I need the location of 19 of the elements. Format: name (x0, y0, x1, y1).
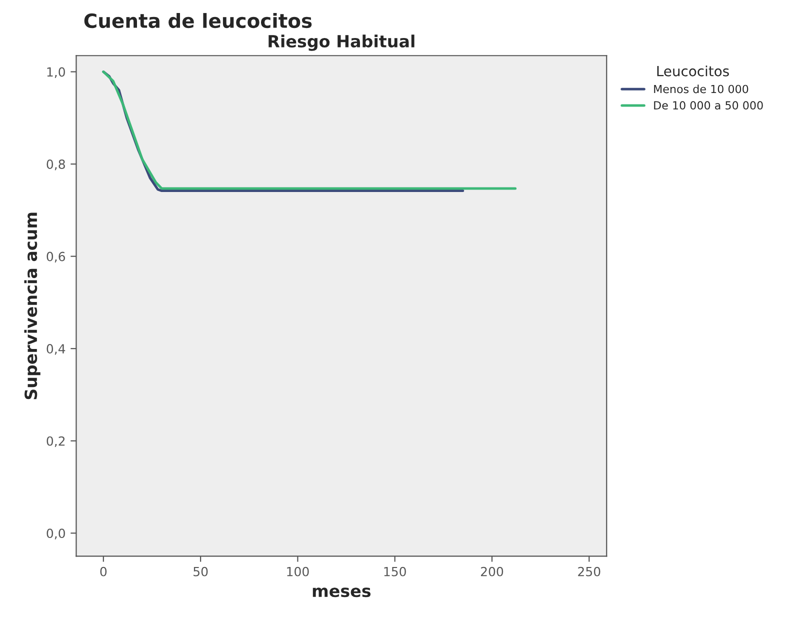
x-axis-title: meses (312, 588, 371, 598)
y-axis-title: Supervivencia acum (24, 212, 40, 400)
legend-title: Leucocitos (657, 66, 729, 76)
y-tick-label: 0,8 (46, 160, 65, 170)
legend-label: Menos de 10 000 (654, 84, 748, 94)
x-tick-label: 0 (100, 566, 107, 576)
y-tick-label: 0,6 (46, 252, 66, 263)
y-tick-label: 1,0 (47, 67, 65, 78)
x-tick-label: 50 (194, 566, 208, 576)
y-tick-label: 0,0 (46, 528, 65, 540)
chart-subtitle: Riesgo Habitual (268, 34, 414, 51)
x-tick-label: 100 (287, 566, 309, 576)
chart-title: Cuenta de leucocitos (84, 13, 312, 28)
x-tick-label: 250 (578, 566, 600, 576)
x-tick-label: 200 (480, 566, 504, 576)
y-tick-label: 0,2 (46, 436, 65, 448)
y-tick-label: 0,4 (46, 344, 66, 355)
x-tick-label: 150 (384, 566, 406, 576)
legend-label: De 10 000 a 50 000 (654, 101, 763, 110)
